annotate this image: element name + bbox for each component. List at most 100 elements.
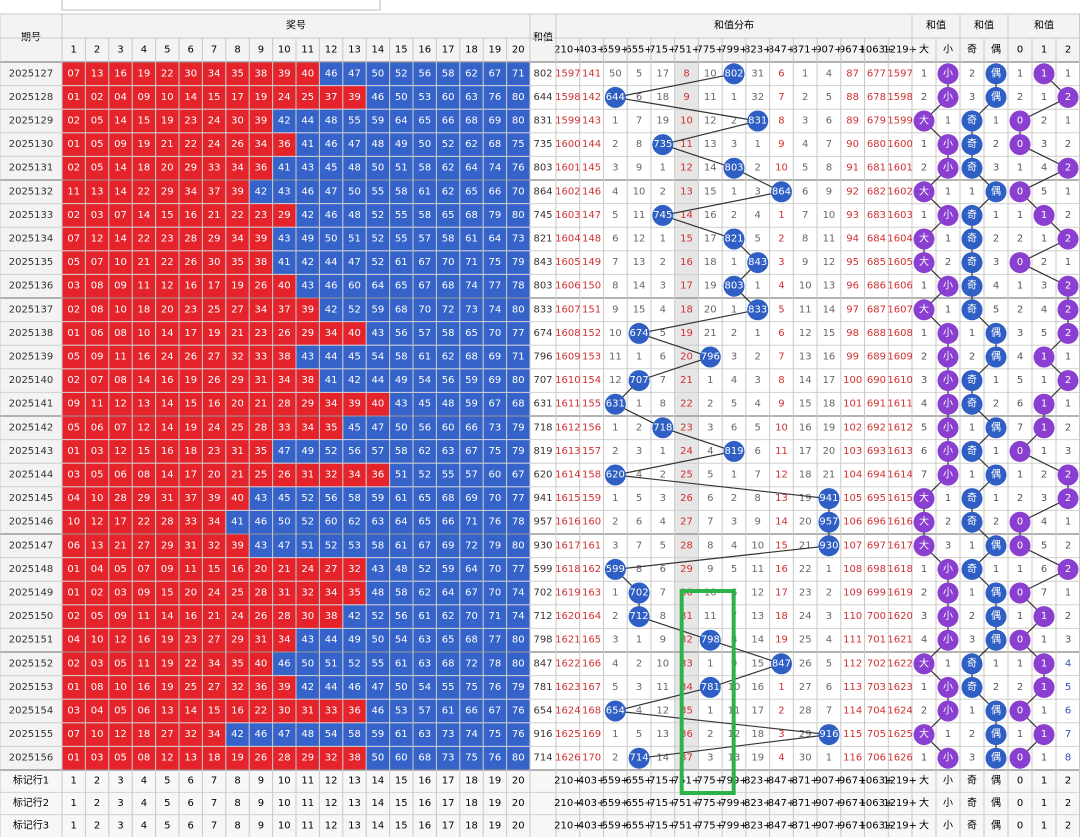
dist-miss: 11 — [680, 139, 693, 150]
stat-miss: 4 — [921, 399, 927, 410]
hit-value: 大 — [919, 538, 929, 551]
stat-col-label: 2 — [1065, 45, 1071, 56]
number-col-label: 17 — [442, 798, 455, 809]
stat-miss: 1 — [1017, 281, 1023, 292]
number: 56 — [418, 422, 431, 433]
stat-miss: 3 — [1041, 281, 1047, 292]
dist-miss: 6 — [660, 352, 666, 363]
dist-miss: 3 — [660, 281, 666, 292]
number: 58 — [395, 588, 408, 599]
number-cell — [483, 322, 507, 345]
number: 12 — [91, 517, 104, 528]
dist-miss: 1598 — [555, 92, 580, 103]
number-cell — [85, 133, 109, 156]
number-cell — [273, 322, 296, 345]
dist-miss: 21 — [680, 375, 693, 386]
hit-circle — [1033, 653, 1055, 675]
number-cell — [109, 440, 132, 463]
number: 35 — [325, 422, 338, 433]
number: 31 — [184, 540, 197, 551]
sum: 833 — [533, 304, 552, 315]
number-cell — [156, 369, 179, 392]
dist-miss: 2 — [826, 588, 832, 599]
sum: 802 — [533, 68, 552, 79]
number: 34 — [255, 304, 268, 315]
dist-col-label: 1219+ — [883, 45, 917, 56]
number: 41 — [278, 163, 291, 174]
number-cell — [179, 369, 202, 392]
dist-miss: 8 — [636, 139, 642, 150]
number: 30 — [231, 116, 244, 127]
number-cell — [390, 322, 413, 345]
number-cell — [296, 369, 319, 392]
sum: 718 — [533, 422, 552, 433]
number: 52 — [348, 658, 361, 669]
stat-col-label: 2 — [1065, 798, 1071, 809]
number: 03 — [67, 706, 80, 717]
dist-miss: 9 — [612, 304, 618, 315]
number-cell — [436, 109, 460, 133]
dist-miss: 7 — [778, 352, 784, 363]
number-cell — [460, 133, 483, 156]
number: 39 — [301, 304, 314, 315]
number: 74 — [465, 281, 478, 292]
hit-value: 小 — [943, 138, 953, 150]
number: 08 — [138, 470, 151, 481]
hit-value: 小 — [943, 705, 953, 717]
hit-value: 大 — [919, 302, 929, 315]
number-col-label: 7 — [211, 820, 217, 831]
number: 58 — [348, 493, 361, 504]
number-cell — [436, 204, 460, 227]
number: 74 — [465, 729, 478, 740]
number-cell — [390, 416, 413, 440]
number-cell — [413, 133, 436, 156]
number: 18 — [138, 304, 151, 315]
number-cell — [343, 133, 366, 156]
number: 27 — [138, 540, 151, 551]
number: 11 — [184, 564, 197, 575]
number-cell — [202, 605, 226, 628]
period: 2025128 — [9, 92, 54, 103]
number-col-label: 5 — [164, 798, 170, 809]
dist-miss: 3 — [731, 139, 737, 150]
hit-circle — [818, 511, 840, 533]
number: 05 — [91, 139, 104, 150]
stat-miss: 4 — [1065, 658, 1071, 669]
number-cell — [483, 699, 507, 723]
number: 19 — [231, 753, 244, 764]
dist-miss: 2 — [778, 234, 784, 245]
number-cell — [156, 628, 179, 652]
dist-miss: 20 — [680, 352, 693, 363]
hit-value: 631 — [606, 399, 625, 410]
dist-miss: 50 — [609, 68, 622, 79]
number-cell — [249, 676, 273, 699]
stat-miss: 1 — [1065, 588, 1071, 599]
number: 76 — [512, 729, 525, 740]
number: 34 — [184, 186, 197, 197]
number: 62 — [442, 163, 455, 174]
number: 24 — [208, 139, 221, 150]
number-cell — [413, 510, 436, 534]
number-cell — [202, 510, 226, 534]
number-cell — [249, 322, 273, 345]
number-cell — [109, 322, 132, 345]
number: 34 — [278, 375, 291, 386]
hit-circle — [961, 252, 983, 274]
dist-miss: 108 — [843, 564, 862, 575]
dist-col-label: 823+ — [744, 798, 771, 809]
number: 52 — [372, 257, 385, 268]
hit-circle — [628, 606, 650, 628]
number-cell — [343, 227, 366, 251]
dist-miss: 704 — [867, 706, 886, 717]
dist-miss: 12 — [751, 588, 764, 599]
stat-miss: 1 — [1017, 68, 1023, 79]
dist-col-label: 775+ — [697, 798, 724, 809]
stat-miss: 2 — [921, 352, 927, 363]
stat-miss: 3 — [969, 753, 975, 764]
number-cell — [202, 274, 226, 298]
number: 19 — [161, 658, 174, 669]
number-cell — [507, 180, 530, 204]
number-cell — [460, 274, 483, 298]
stat-miss: 1 — [945, 116, 951, 127]
number-cell — [249, 463, 273, 487]
